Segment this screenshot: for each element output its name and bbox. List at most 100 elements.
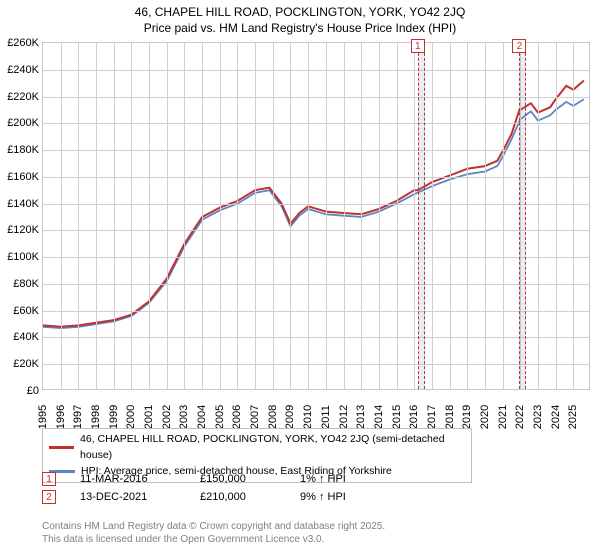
x-tick-label: 2024 [550, 405, 562, 429]
y-gridline [43, 230, 589, 231]
x-gridline [131, 43, 132, 389]
y-gridline [43, 70, 589, 71]
y-tick-label: £20K [1, 358, 39, 370]
x-gridline [202, 43, 203, 389]
x-tick-label: 2013 [355, 405, 367, 429]
footer-line-2: This data is licensed under the Open Gov… [42, 533, 385, 546]
y-gridline [43, 97, 589, 98]
x-tick-label: 2004 [196, 405, 208, 429]
x-gridline [167, 43, 168, 389]
x-gridline [149, 43, 150, 389]
x-gridline [344, 43, 345, 389]
y-gridline [43, 364, 589, 365]
chart-area: £0£20K£40K£60K£80K£100K£120K£140K£160K£1… [42, 42, 590, 390]
x-tick-label: 2022 [514, 405, 526, 429]
x-gridline [273, 43, 274, 389]
x-gridline [220, 43, 221, 389]
y-gridline [43, 204, 589, 205]
x-tick-label: 2009 [284, 405, 296, 429]
x-tick-label: 2014 [373, 405, 385, 429]
x-tick-label: 2010 [302, 405, 314, 429]
x-gridline [237, 43, 238, 389]
sale-diff-2: 9% ↑ HPI [300, 491, 346, 503]
x-gridline [308, 43, 309, 389]
y-tick-label: £160K [1, 171, 39, 183]
y-tick-label: £240K [1, 64, 39, 76]
y-gridline [43, 150, 589, 151]
x-tick-label: 1996 [55, 405, 67, 429]
x-gridline [361, 43, 362, 389]
x-tick-label: 1997 [72, 405, 84, 429]
y-tick-label: £100K [1, 251, 39, 263]
y-gridline [43, 177, 589, 178]
footer-line-1: Contains HM Land Registry data © Crown c… [42, 520, 385, 533]
x-gridline [503, 43, 504, 389]
x-gridline [290, 43, 291, 389]
x-tick-label: 2001 [143, 405, 155, 429]
sale-marker-top: 2 [512, 39, 526, 53]
line-series [43, 43, 591, 391]
x-gridline [432, 43, 433, 389]
x-tick-label: 2007 [249, 405, 261, 429]
x-tick-label: 2019 [461, 405, 473, 429]
x-gridline [114, 43, 115, 389]
sale-date-1: 11-MAR-2016 [80, 473, 200, 485]
legend-item-property: 46, CHAPEL HILL ROAD, POCKLINGTON, YORK,… [49, 432, 465, 464]
x-gridline [573, 43, 574, 389]
sale-row-1: 1 11-MAR-2016 £150,000 1% ↑ HPI [42, 472, 346, 486]
x-gridline [78, 43, 79, 389]
x-tick-label: 2020 [479, 405, 491, 429]
footer-text: Contains HM Land Registry data © Crown c… [42, 520, 385, 546]
x-tick-label: 2011 [320, 405, 332, 429]
x-gridline [538, 43, 539, 389]
x-gridline [379, 43, 380, 389]
sale-price-1: £150,000 [200, 473, 300, 485]
x-tick-label: 2025 [567, 405, 579, 429]
x-gridline [96, 43, 97, 389]
x-tick-label: 2005 [214, 405, 226, 429]
x-tick-label: 2023 [532, 405, 544, 429]
y-gridline [43, 257, 589, 258]
x-gridline [184, 43, 185, 389]
title-line-1: 46, CHAPEL HILL ROAD, POCKLINGTON, YORK,… [0, 4, 600, 20]
y-tick-label: £180K [1, 144, 39, 156]
y-tick-label: £200K [1, 117, 39, 129]
x-tick-label: 2003 [178, 405, 190, 429]
plot-area: £0£20K£40K£60K£80K£100K£120K£140K£160K£1… [42, 42, 590, 390]
sale-marker-top: 1 [411, 39, 425, 53]
x-gridline [326, 43, 327, 389]
x-tick-label: 2021 [497, 405, 509, 429]
x-gridline [485, 43, 486, 389]
chart-title: 46, CHAPEL HILL ROAD, POCKLINGTON, YORK,… [0, 0, 600, 36]
y-gridline [43, 337, 589, 338]
x-gridline [450, 43, 451, 389]
y-tick-label: £40K [1, 331, 39, 343]
x-tick-label: 1998 [90, 405, 102, 429]
x-gridline [556, 43, 557, 389]
y-tick-label: £60K [1, 305, 39, 317]
y-gridline [43, 123, 589, 124]
x-tick-label: 2015 [391, 405, 403, 429]
x-tick-label: 1995 [37, 405, 49, 429]
sale-marker-1: 1 [42, 472, 56, 486]
y-tick-label: £0 [1, 385, 39, 397]
sale-diff-1: 1% ↑ HPI [300, 473, 346, 485]
y-tick-label: £120K [1, 224, 39, 236]
sale-shade [418, 43, 425, 389]
y-tick-label: £260K [1, 37, 39, 49]
x-tick-label: 2006 [231, 405, 243, 429]
x-gridline [61, 43, 62, 389]
x-tick-label: 2016 [408, 405, 420, 429]
y-tick-label: £80K [1, 278, 39, 290]
x-tick-label: 2018 [444, 405, 456, 429]
legend-label-property: 46, CHAPEL HILL ROAD, POCKLINGTON, YORK,… [80, 432, 465, 464]
x-tick-label: 2012 [338, 405, 350, 429]
x-tick-label: 2002 [161, 405, 173, 429]
sale-marker-2: 2 [42, 490, 56, 504]
sale-price-2: £210,000 [200, 491, 300, 503]
x-gridline [397, 43, 398, 389]
x-tick-label: 1999 [108, 405, 120, 429]
x-gridline [467, 43, 468, 389]
x-tick-label: 2017 [426, 405, 438, 429]
sale-shade [519, 43, 526, 389]
